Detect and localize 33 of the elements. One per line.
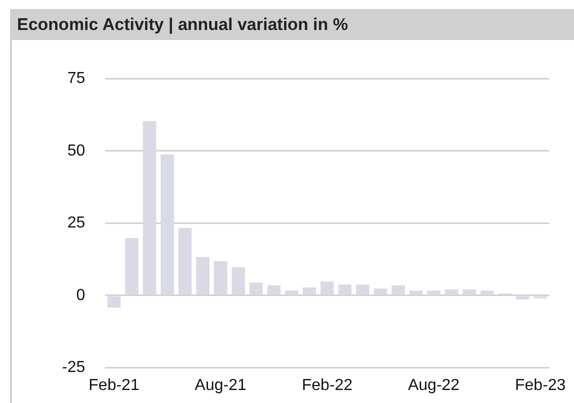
- x-tick-label: Feb-23: [515, 376, 566, 394]
- bar: [178, 228, 192, 295]
- bar: [409, 290, 423, 295]
- chart-title: Economic Activity | annual variation in %: [12, 9, 574, 40]
- bar: [462, 289, 476, 295]
- x-tick-label: Aug-21: [194, 376, 246, 394]
- bar: [267, 285, 281, 295]
- bar: [392, 285, 405, 295]
- x-tick-label: Aug-22: [408, 376, 460, 394]
- y-tick-label: 25: [67, 214, 86, 232]
- bar: [196, 257, 210, 295]
- bar: [320, 281, 334, 295]
- bar: [374, 288, 388, 295]
- bar: [160, 154, 174, 295]
- bar: [214, 261, 228, 295]
- bar: [249, 282, 263, 295]
- bar: [107, 296, 121, 308]
- bar: [284, 290, 298, 295]
- bar: [142, 121, 156, 295]
- bar: [125, 238, 138, 295]
- bar: [232, 267, 246, 295]
- bar: [302, 287, 316, 295]
- x-tick-label: Feb-22: [302, 376, 353, 394]
- y-tick-label: 50: [67, 142, 86, 160]
- y-tick-label: 0: [76, 286, 86, 304]
- bar: [356, 284, 370, 295]
- bar: [427, 290, 440, 295]
- x-tick-label: Feb-21: [88, 376, 140, 394]
- bar: [444, 289, 458, 295]
- bar: [480, 290, 494, 295]
- y-tick-label: -25: [62, 359, 86, 376]
- bar: [338, 284, 352, 295]
- y-tick-label: 75: [67, 70, 86, 88]
